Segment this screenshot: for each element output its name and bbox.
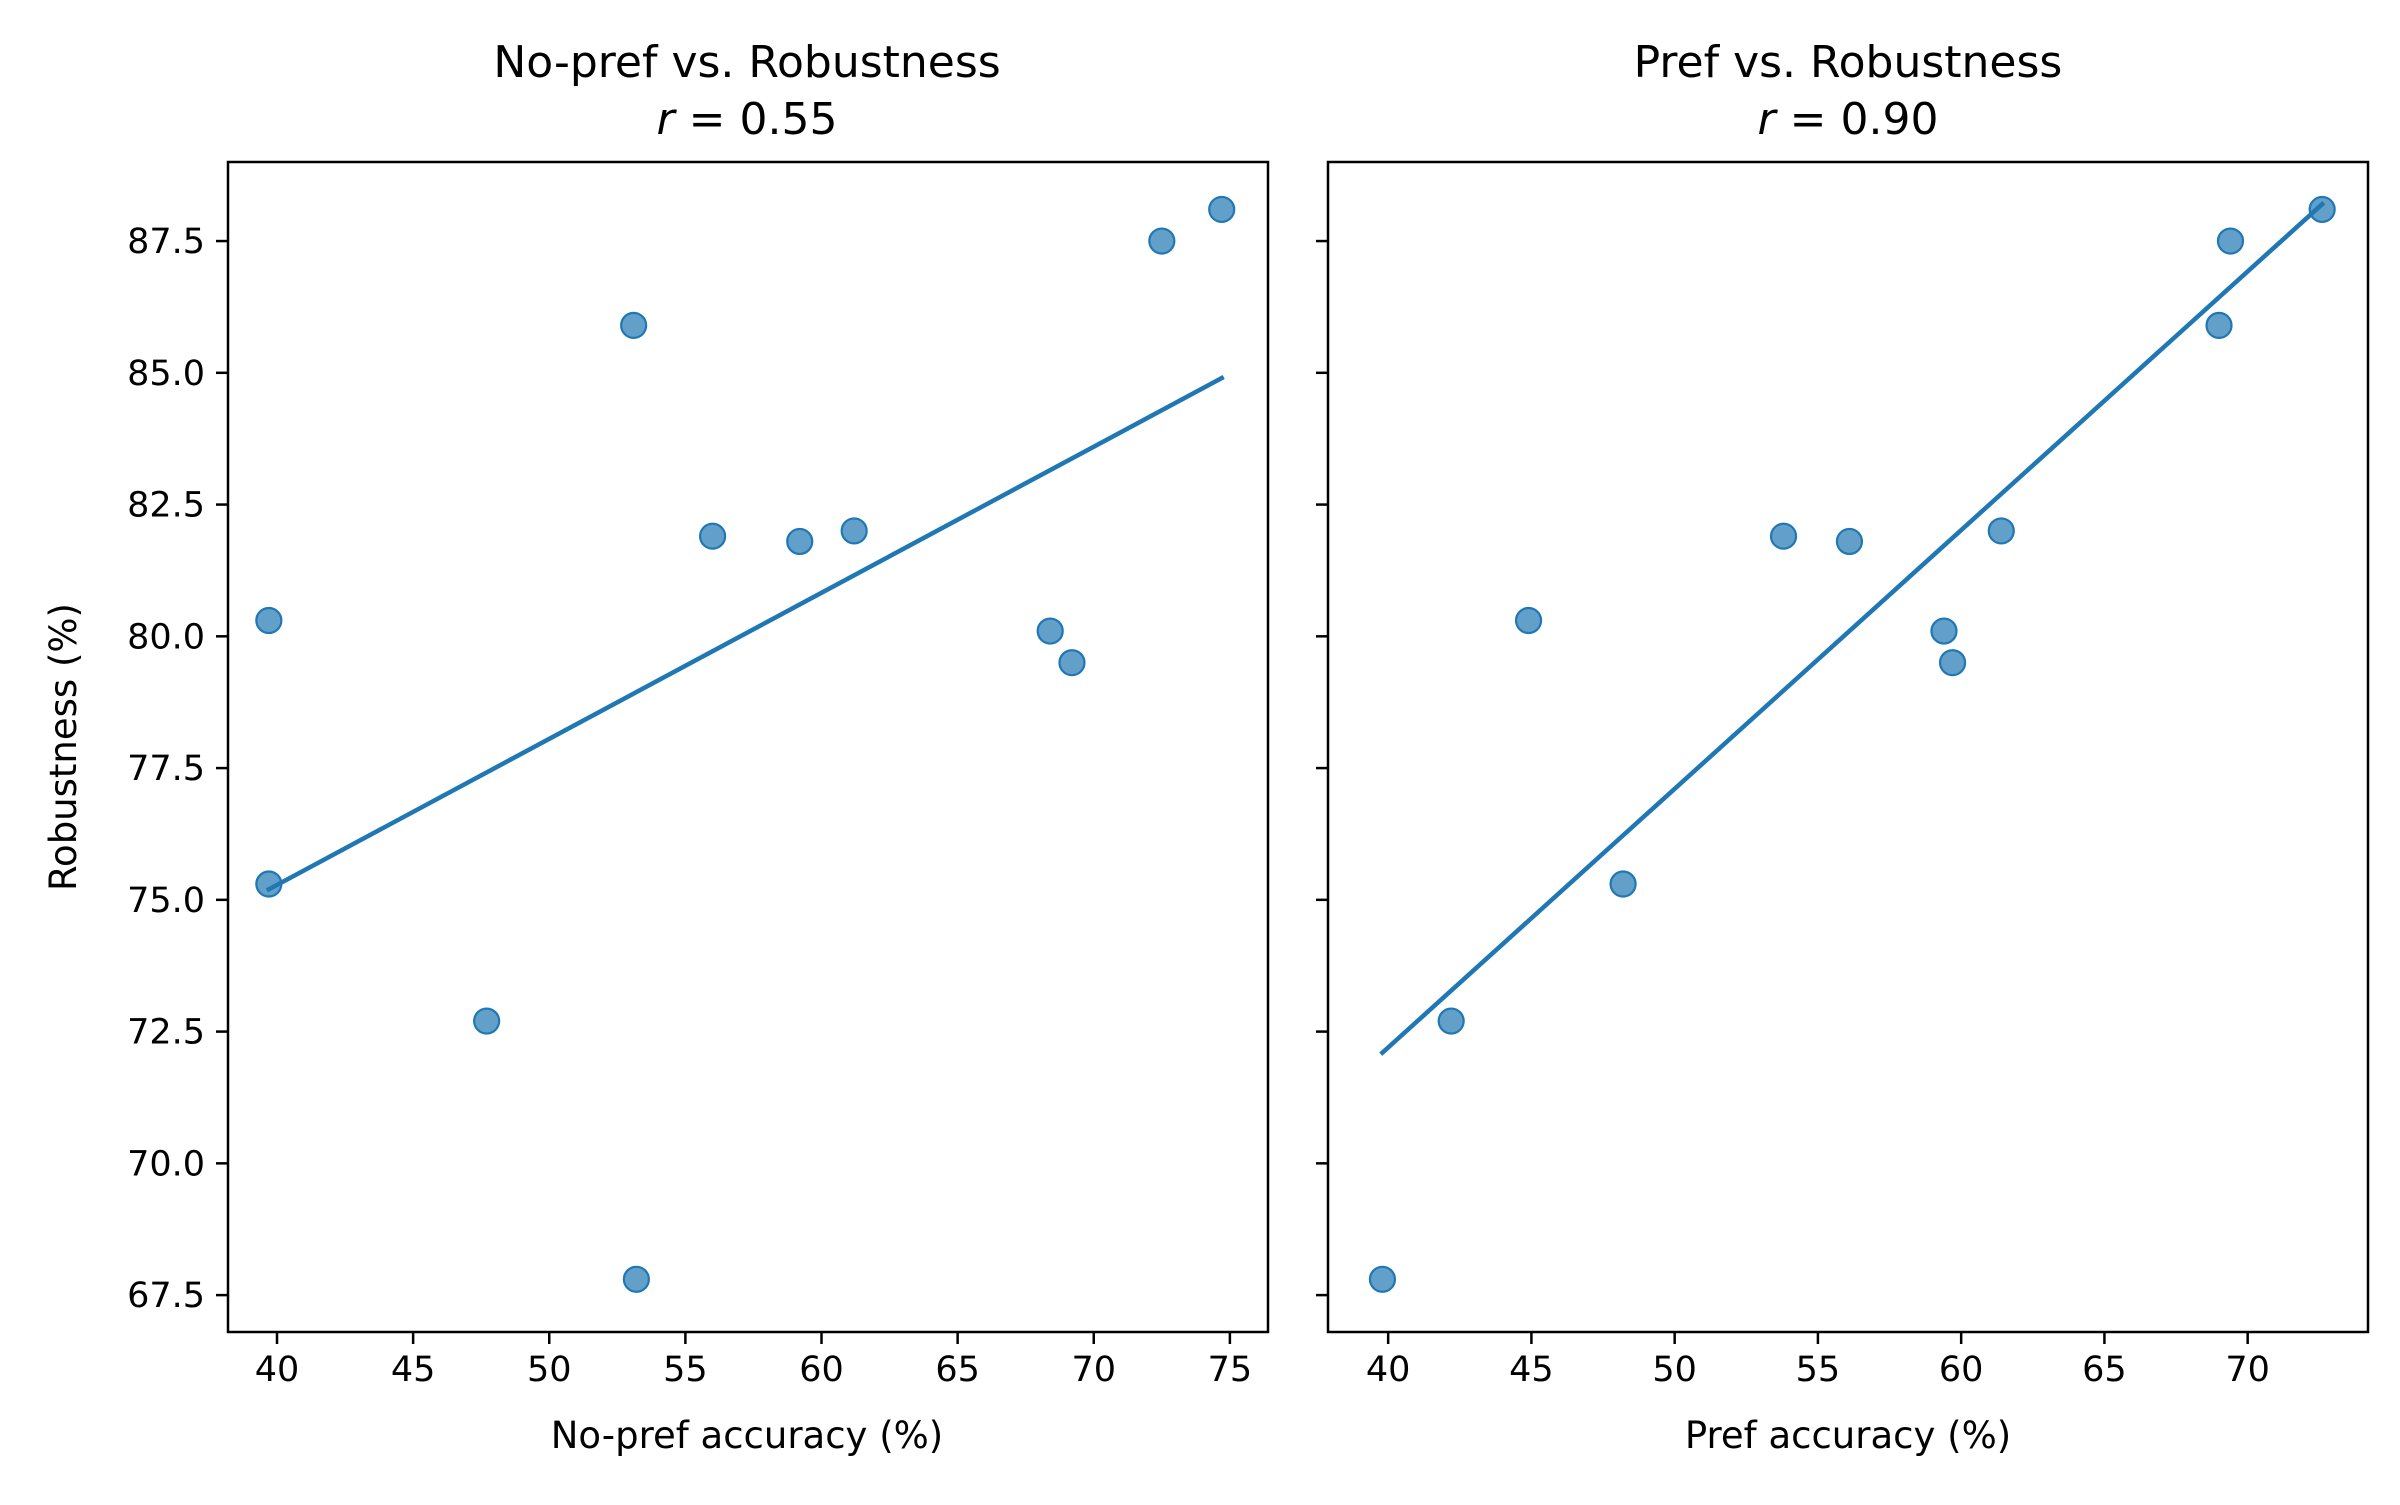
y-axis-label: Robustness (%)	[42, 603, 85, 891]
y-tick-label: 82.5	[127, 486, 205, 526]
subtitle-variable: r	[1758, 94, 1779, 145]
data-point	[840, 517, 868, 545]
axes-frame	[1326, 160, 2370, 1334]
subtitle-value: = 0.90	[1776, 94, 1939, 145]
x-tick-label: 65	[935, 1350, 980, 1390]
y-tick-label: 85.0	[127, 354, 205, 394]
x-tick-label: 50	[527, 1350, 572, 1390]
plot-area: 40 45 50 55 60 65 70	[1316, 195, 2336, 1390]
data-point	[1514, 606, 1543, 635]
x-tick-label: 45	[391, 1350, 436, 1390]
y-tick-label: 77.5	[127, 749, 205, 789]
plot-area: 40 45 50 55 60 65 70 75 67.5 70.0 72.5 75.0 77.5 80.0…	[127, 195, 1253, 1390]
data-point	[786, 527, 814, 556]
data-point	[2216, 227, 2245, 255]
subtitle-value: = 0.55	[675, 94, 838, 145]
x-tick-label: 60	[1939, 1350, 1984, 1390]
data-point	[1058, 649, 1086, 677]
panel-subtitle: r = 0.90	[1758, 94, 1939, 145]
x-tick-label: 70	[2225, 1350, 2270, 1390]
data-point	[1938, 649, 1967, 677]
data-point	[1368, 1265, 1397, 1293]
y-tick-label: 67.5	[127, 1276, 205, 1316]
data-point	[1148, 227, 1176, 255]
x-tick-label: 55	[1796, 1350, 1841, 1390]
y-tick-label: 80.0	[127, 617, 205, 657]
data-point	[1930, 617, 1958, 645]
panel-no-pref: No-pref vs. Robustness r = 0.55 40 45 50 55…	[42, 37, 1270, 1457]
x-tick-label: 40	[1366, 1350, 1411, 1390]
axes-frame	[226, 160, 1270, 1334]
data-point	[473, 1007, 501, 1035]
x-axis-label: Pref accuracy (%)	[1685, 1414, 2011, 1457]
data-point	[620, 311, 648, 339]
data-point	[1036, 617, 1064, 645]
data-point	[2205, 311, 2233, 339]
y-tick-label: 72.5	[127, 1013, 205, 1053]
data-point	[1437, 1007, 1465, 1035]
data-point	[1609, 870, 1637, 898]
data-point	[622, 1265, 650, 1293]
data-point	[2308, 195, 2336, 224]
x-tick-label: 50	[1652, 1350, 1697, 1390]
x-tick-label: 45	[1509, 1350, 1554, 1390]
data-point	[255, 870, 283, 898]
data-point	[1987, 517, 2015, 545]
panel-subtitle: r = 0.55	[657, 94, 838, 145]
panel-title: Pref vs. Robustness	[1634, 37, 2063, 88]
x-tick-label: 55	[663, 1350, 708, 1390]
y-tick-label: 87.5	[127, 222, 205, 262]
panel-pref: Pref vs. Robustness r = 0.90 40 45 50 55 60 6…	[1316, 37, 2370, 1457]
y-tick-label: 75.0	[127, 881, 205, 921]
subtitle-variable: r	[657, 94, 678, 145]
panel-title: No-pref vs. Robustness	[493, 37, 1000, 88]
y-tick-label: 70.0	[127, 1144, 205, 1184]
data-point	[255, 606, 283, 635]
data-point	[1835, 527, 1864, 556]
data-point	[1769, 522, 1798, 550]
fit-line	[265, 375, 1225, 893]
x-axis-label: No-pref accuracy (%)	[551, 1414, 944, 1457]
fit-line	[1379, 200, 2326, 1056]
x-tick-label: 60	[799, 1350, 844, 1390]
x-tick-label: 70	[1071, 1350, 1116, 1390]
x-tick-label: 40	[255, 1350, 300, 1390]
x-tick-label: 75	[1208, 1350, 1253, 1390]
data-point	[1208, 195, 1236, 224]
x-tick-label: 65	[2082, 1350, 2127, 1390]
data-point	[699, 522, 727, 550]
